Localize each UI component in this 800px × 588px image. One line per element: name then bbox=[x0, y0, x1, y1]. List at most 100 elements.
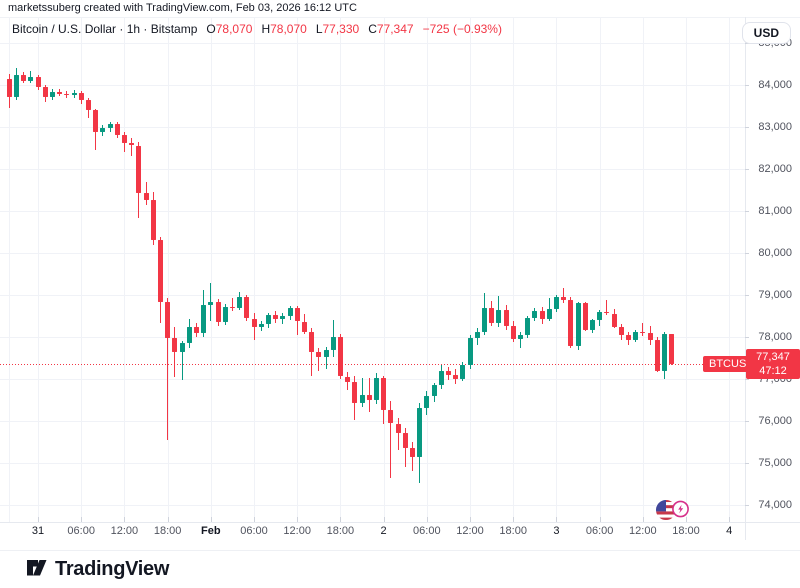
time-axis-tick bbox=[599, 517, 601, 522]
gridline-vertical bbox=[729, 17, 731, 522]
candle bbox=[467, 337, 473, 366]
candle bbox=[121, 135, 127, 144]
candle bbox=[13, 75, 19, 97]
candle bbox=[582, 303, 588, 330]
candle bbox=[553, 297, 559, 310]
candle bbox=[381, 378, 387, 411]
candle bbox=[28, 77, 34, 81]
gridline-vertical bbox=[297, 17, 299, 522]
time-axis-label: Feb bbox=[201, 525, 221, 537]
price-axis-label: 76,000 bbox=[758, 415, 792, 427]
candle-wick-down bbox=[318, 347, 320, 371]
candle bbox=[301, 321, 307, 332]
candle bbox=[280, 316, 286, 319]
candle bbox=[352, 381, 358, 404]
gridline-vertical bbox=[340, 17, 342, 522]
gridline-horizontal bbox=[0, 253, 745, 254]
time-axis-tick bbox=[383, 517, 385, 522]
time-axis-tick bbox=[38, 517, 39, 522]
candle bbox=[42, 87, 48, 97]
ohlc-close: C77,347 bbox=[368, 22, 414, 36]
candle bbox=[222, 306, 228, 322]
candle bbox=[604, 311, 610, 314]
candle bbox=[294, 308, 300, 322]
candle bbox=[273, 315, 279, 319]
candle bbox=[49, 92, 55, 97]
price-axis-tick bbox=[745, 421, 749, 422]
candle bbox=[157, 240, 163, 302]
time-axis-tick bbox=[210, 517, 212, 522]
candle-wick-down bbox=[145, 181, 147, 206]
ohlc-high: H78,070 bbox=[261, 22, 307, 36]
candle bbox=[201, 305, 207, 334]
candle bbox=[107, 124, 113, 129]
candle bbox=[93, 110, 99, 132]
time-axis-label: 06:00 bbox=[240, 525, 268, 537]
currency-toggle-button[interactable]: USD bbox=[741, 22, 791, 44]
time-axis-tick bbox=[340, 517, 342, 522]
tradingview-logo-icon[interactable] bbox=[25, 556, 48, 584]
candle-wick-up bbox=[325, 346, 327, 369]
candle-wick-down bbox=[231, 297, 233, 312]
gridline-vertical bbox=[470, 17, 471, 522]
candle-wick-down bbox=[642, 322, 644, 336]
candle bbox=[474, 332, 480, 338]
time-axis-tick bbox=[81, 517, 83, 522]
candle bbox=[143, 193, 149, 201]
gridline-horizontal bbox=[0, 169, 745, 170]
gridline-vertical bbox=[254, 17, 255, 522]
candle-wick-down bbox=[311, 327, 313, 377]
candle bbox=[395, 423, 401, 434]
candle-wick-up bbox=[181, 341, 183, 380]
footer-divider bbox=[0, 550, 800, 551]
candle bbox=[647, 333, 653, 340]
gridline-horizontal bbox=[0, 211, 745, 212]
candle bbox=[186, 326, 192, 343]
candle-wick-up bbox=[361, 378, 363, 407]
candle-wick-down bbox=[174, 327, 176, 377]
candle bbox=[481, 307, 487, 332]
candle bbox=[35, 77, 41, 88]
gridline-vertical bbox=[599, 17, 601, 522]
symbol-title[interactable]: Bitcoin / U.S. Dollar · 1h · Bitstamp bbox=[12, 22, 198, 36]
price-axis-tick bbox=[745, 211, 749, 212]
candle bbox=[388, 410, 394, 424]
candle bbox=[287, 308, 293, 316]
time-axis-tick bbox=[513, 517, 515, 522]
price-axis-tick bbox=[745, 505, 749, 506]
price-axis-tick bbox=[745, 85, 749, 86]
gridline-horizontal bbox=[0, 463, 745, 464]
change-value: −725 (−0.93%) bbox=[422, 22, 502, 36]
gridline-vertical bbox=[426, 17, 428, 522]
gridline-horizontal bbox=[0, 85, 745, 86]
bar-countdown: 47:12 bbox=[759, 365, 787, 378]
current-price-line bbox=[0, 364, 745, 366]
candle-wick-up bbox=[519, 331, 521, 349]
candle bbox=[489, 307, 495, 324]
gridline-vertical bbox=[513, 17, 515, 522]
price-line-symbol-badge: BTCUSD bbox=[703, 356, 761, 373]
candle bbox=[215, 301, 221, 322]
candle bbox=[417, 408, 423, 457]
us-flag-icon bbox=[655, 499, 677, 521]
gridline-vertical bbox=[210, 17, 212, 522]
time-axis-tick bbox=[470, 517, 471, 522]
price-axis-label: 83,000 bbox=[758, 121, 792, 133]
time-axis-label: 31 bbox=[31, 525, 45, 537]
candle bbox=[597, 311, 603, 321]
candle bbox=[57, 92, 63, 94]
candle bbox=[129, 143, 135, 146]
candle bbox=[546, 309, 552, 320]
candle bbox=[669, 334, 675, 365]
candle bbox=[517, 335, 523, 339]
candle bbox=[661, 334, 667, 372]
economic-event-icon[interactable] bbox=[654, 497, 690, 528]
candle bbox=[208, 301, 214, 306]
tradingview-logo-text[interactable]: TradingView bbox=[55, 558, 170, 580]
candle bbox=[172, 338, 178, 352]
candle bbox=[640, 331, 646, 334]
time-axis-divider bbox=[0, 522, 800, 523]
time-axis-label: 18:00 bbox=[153, 525, 182, 537]
price-axis-divider bbox=[745, 17, 746, 540]
candle bbox=[460, 365, 466, 379]
